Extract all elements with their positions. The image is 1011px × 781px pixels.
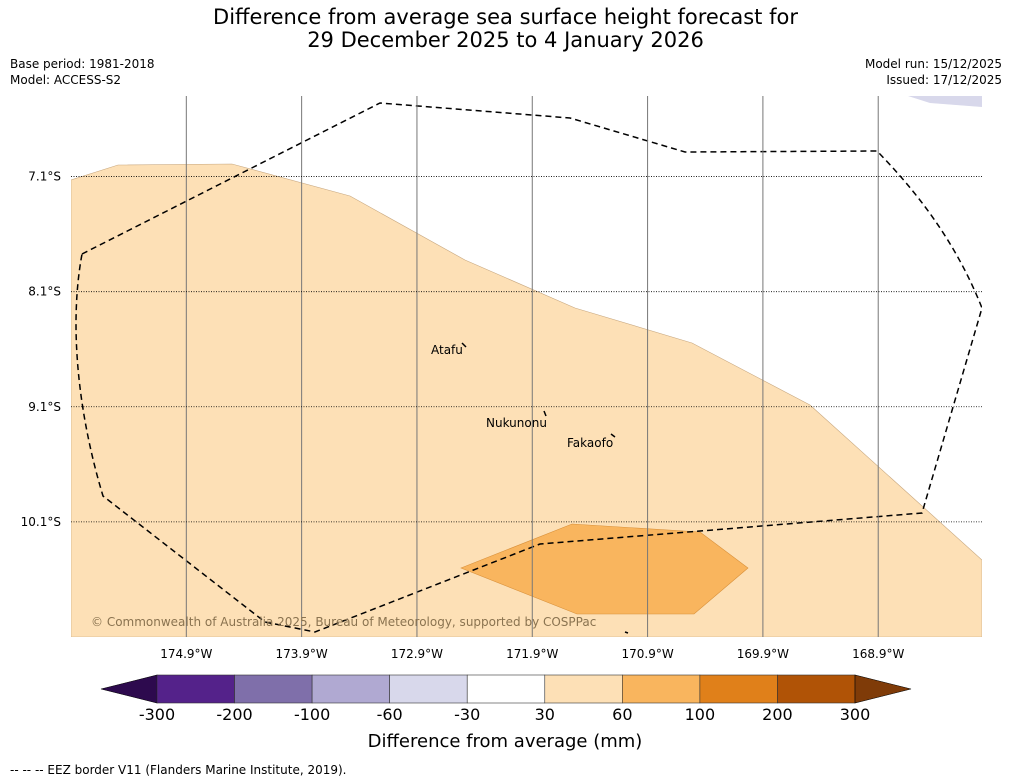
atafu-island: [461, 342, 467, 348]
lon-tick-label: 174.9°W: [160, 647, 212, 661]
lat-tick-label: 10.1°S: [21, 515, 61, 529]
nukunonu-island: [543, 410, 547, 417]
place-label-nukunonu: Nukunonu: [486, 416, 547, 430]
lon-tick-label: 171.9°W: [506, 647, 558, 661]
chart-title-line2: 29 December 2025 to 4 January 2026: [307, 28, 704, 52]
colorbar-segment: [544, 674, 623, 704]
chart-title-line1: Difference from average sea surface heig…: [213, 5, 798, 29]
footer-note: -- -- -- EEZ border V11 (Flanders Marine…: [10, 763, 347, 777]
lat-tick-label: 9.1°S: [28, 400, 61, 414]
lat-tick-label: 8.1°S: [28, 285, 61, 299]
colorbar-segment: [156, 674, 235, 704]
colorbar-tick-label: 30: [535, 705, 555, 724]
lon-tick-label: 170.9°W: [621, 647, 673, 661]
colorbar-tick-label: -60: [377, 705, 403, 724]
lon-tick-label: 169.9°W: [737, 647, 789, 661]
colorbar-tick-label: 300: [840, 705, 871, 724]
colorbar-segment: [699, 674, 778, 704]
colorbar-tick-label: 60: [612, 705, 632, 724]
copyright-text: © Commonwealth of Australia 2025, Bureau…: [91, 615, 596, 629]
base-period: Base period: 1981-2018: [10, 57, 155, 71]
lon-tick-label: 172.9°W: [391, 647, 443, 661]
colorbar-segment: [466, 674, 546, 704]
region-neg60-neg30: [908, 96, 982, 107]
eez-border: [75, 102, 982, 633]
colorbar-title: Difference from average (mm): [368, 731, 643, 752]
lat-tick-label: 7.1°S: [28, 170, 61, 184]
colorbar-tick-label: -30: [454, 705, 480, 724]
colorbar-tick-label: -200: [216, 705, 252, 724]
colorbar-tick-label: 200: [762, 705, 793, 724]
fakaofo-island: [610, 433, 616, 438]
colorbar: -300 -200 -100 -60 -30 30 60 100 200 300: [100, 674, 912, 724]
colorbar-extend-max: [854, 674, 912, 704]
colorbar-tick-label: -100: [294, 705, 330, 724]
colorbar-segment: [234, 674, 313, 704]
colorbar-tick-label: 100: [685, 705, 716, 724]
lon-tick-label: 173.9°W: [276, 647, 328, 661]
issued-date: Issued: 17/12/2025: [886, 73, 1002, 87]
colorbar-tick-label: -300: [139, 705, 175, 724]
lon-tick-label: 168.9°W: [852, 647, 904, 661]
colorbar-extend-min: [100, 674, 158, 704]
model-name: Model: ACCESS-S2: [10, 73, 122, 87]
small-island: [624, 631, 629, 634]
colorbar-segment: [389, 674, 468, 704]
region-30-60: [71, 163, 982, 637]
colorbar-segment: [777, 674, 856, 704]
colorbar-segment: [311, 674, 390, 704]
colorbar-segment: [622, 674, 701, 704]
place-label-atafu: Atafu: [431, 343, 463, 357]
place-label-fakaofo: Fakaofo: [567, 436, 613, 450]
model-run: Model run: 15/12/2025: [864, 57, 1002, 71]
